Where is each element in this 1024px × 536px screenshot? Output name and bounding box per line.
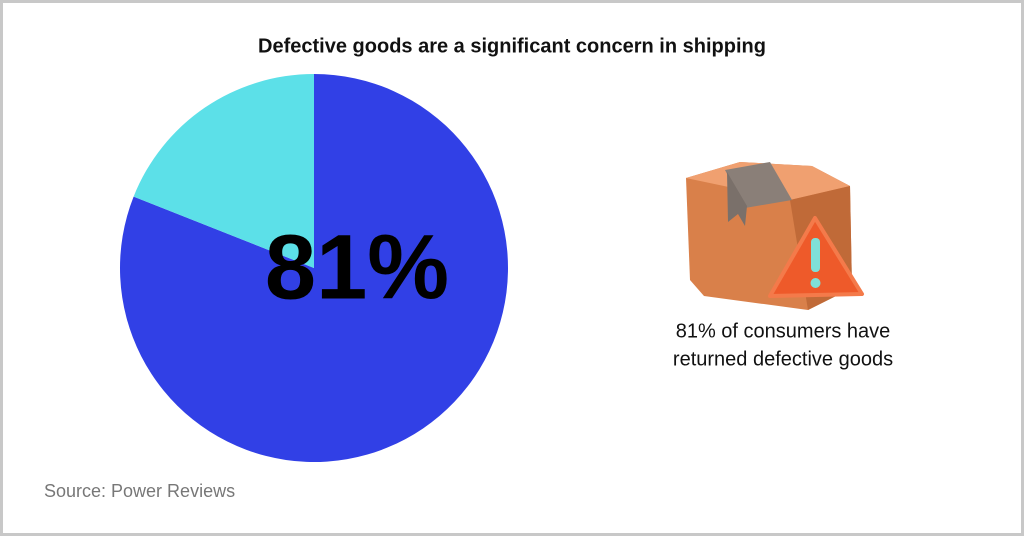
warning-bar xyxy=(811,238,820,272)
data-label: 81% xyxy=(265,216,449,318)
box-tape xyxy=(725,162,792,208)
box-tape-end xyxy=(727,172,747,226)
caption: returned defective goods xyxy=(673,348,893,370)
source: Source: Power Reviews xyxy=(44,481,235,501)
caption: 81% of consumers have xyxy=(676,320,891,342)
chart-title: Defective goods are a significant concer… xyxy=(258,35,766,57)
pie-slice xyxy=(133,73,314,268)
pie xyxy=(120,73,509,462)
warning-dot xyxy=(810,278,821,288)
pie-slice xyxy=(120,74,509,462)
box-icon xyxy=(686,162,864,310)
